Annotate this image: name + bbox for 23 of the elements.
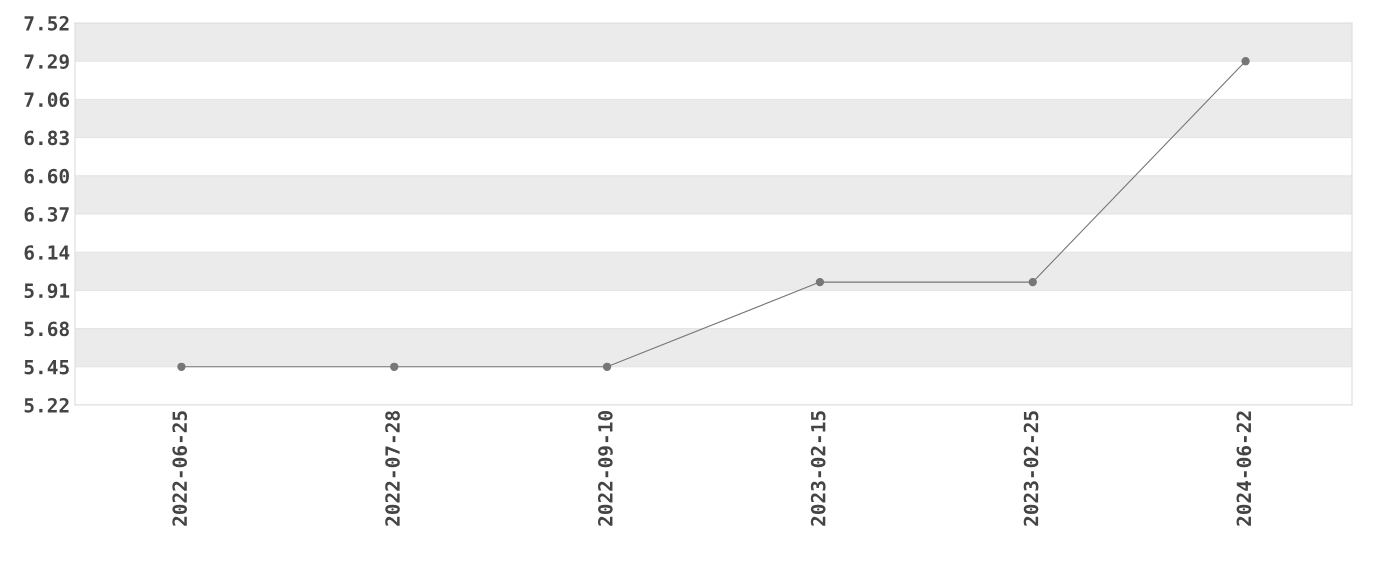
x-tick-label: 2024-06-22 (1236, 411, 1252, 526)
point (1241, 57, 1250, 66)
point (1028, 277, 1037, 287)
x-tick-label: 2023-02-25 (1023, 411, 1039, 526)
point (177, 362, 186, 371)
y-tick-label: 7.52 (24, 15, 69, 31)
x-tick-label: 2023-02-15 (810, 411, 826, 526)
y-tick-label: 7.29 (24, 54, 69, 69)
y-tick-label: 5.45 (24, 360, 69, 375)
y-tick-label: 5.68 (24, 321, 69, 337)
y-tick-label: 6.37 (24, 206, 69, 222)
y-tick-label: 5.91 (24, 283, 70, 299)
point (602, 362, 612, 371)
y-tick-label: 7.06 (24, 92, 70, 108)
point (815, 277, 825, 287)
y-tick-label: 6.60 (24, 168, 69, 184)
y-tick-label: 6.14 (24, 245, 70, 260)
point (390, 362, 399, 371)
x-tick-label: 2022-09-10 (598, 411, 613, 526)
y-tick-label: 5.22 (24, 397, 69, 413)
y-tick-label: 6.83 (24, 130, 69, 146)
x-tick-label: 2022-07-28 (385, 411, 400, 526)
x-tick-label: 2022-06-25 (172, 411, 188, 526)
